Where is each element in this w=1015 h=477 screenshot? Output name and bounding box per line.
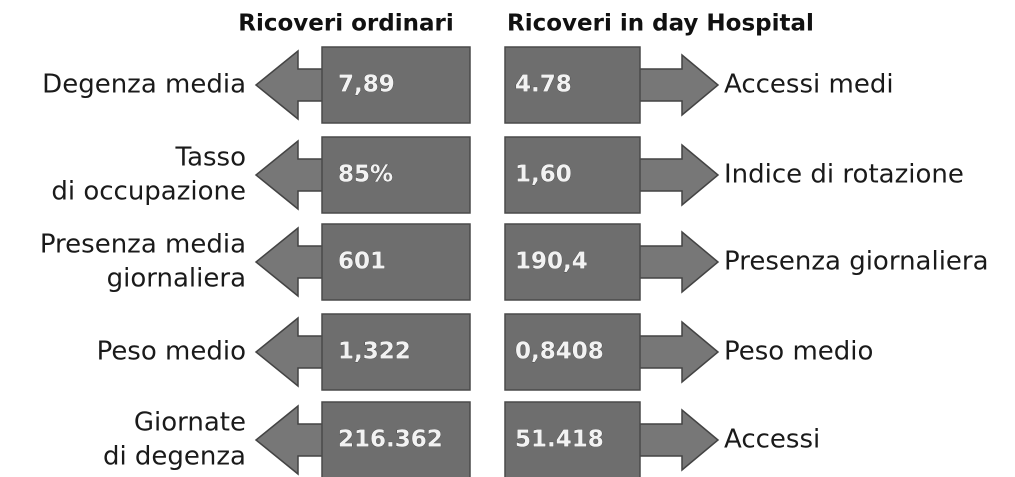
left-arrow bbox=[254, 49, 327, 121]
right-arrow bbox=[635, 230, 720, 294]
right-box bbox=[504, 401, 641, 477]
left-header: Ricoveri ordinari bbox=[238, 11, 453, 37]
left-label: di degenza bbox=[103, 442, 246, 472]
left-label: Tasso bbox=[174, 143, 246, 173]
left-label: Presenza media bbox=[40, 230, 246, 260]
left-value: 85% bbox=[338, 162, 393, 188]
right-value: 0,8408 bbox=[515, 339, 604, 365]
left-arrow bbox=[254, 139, 327, 211]
right-value: 190,4 bbox=[515, 249, 588, 275]
left-value: 216.362 bbox=[338, 427, 443, 453]
right-label: Accessi medi bbox=[724, 70, 894, 100]
right-label: Accessi bbox=[724, 425, 820, 455]
right-value: 51.418 bbox=[515, 427, 604, 453]
right-header: Ricoveri in day Hospital bbox=[507, 11, 814, 37]
right-box bbox=[504, 136, 641, 214]
left-box bbox=[321, 46, 471, 124]
left-box bbox=[321, 313, 471, 391]
right-box bbox=[504, 313, 641, 391]
right-arrow bbox=[635, 408, 720, 472]
left-box bbox=[321, 136, 471, 214]
left-arrow bbox=[254, 316, 327, 388]
left-value: 7,89 bbox=[338, 72, 395, 98]
left-label: Peso medio bbox=[97, 337, 246, 367]
right-arrow bbox=[635, 320, 720, 384]
right-arrow bbox=[635, 143, 720, 207]
right-box bbox=[504, 223, 641, 301]
right-label: Indice di rotazione bbox=[724, 160, 964, 190]
left-arrow bbox=[254, 226, 327, 298]
right-box bbox=[504, 46, 641, 124]
left-label: Degenza media bbox=[42, 70, 246, 100]
left-box bbox=[321, 223, 471, 301]
left-label: di occupazione bbox=[51, 177, 246, 207]
left-arrow bbox=[254, 404, 327, 476]
right-value: 4.78 bbox=[515, 72, 572, 98]
left-value: 601 bbox=[338, 249, 386, 275]
left-label: giornaliera bbox=[107, 264, 246, 294]
left-box bbox=[321, 401, 471, 477]
left-value: 1,322 bbox=[338, 339, 411, 365]
right-label: Presenza giornaliera bbox=[724, 247, 989, 277]
left-label: Giornate bbox=[134, 408, 246, 438]
right-arrow bbox=[635, 53, 720, 117]
right-value: 1,60 bbox=[515, 162, 572, 188]
right-label: Peso medio bbox=[724, 337, 873, 367]
